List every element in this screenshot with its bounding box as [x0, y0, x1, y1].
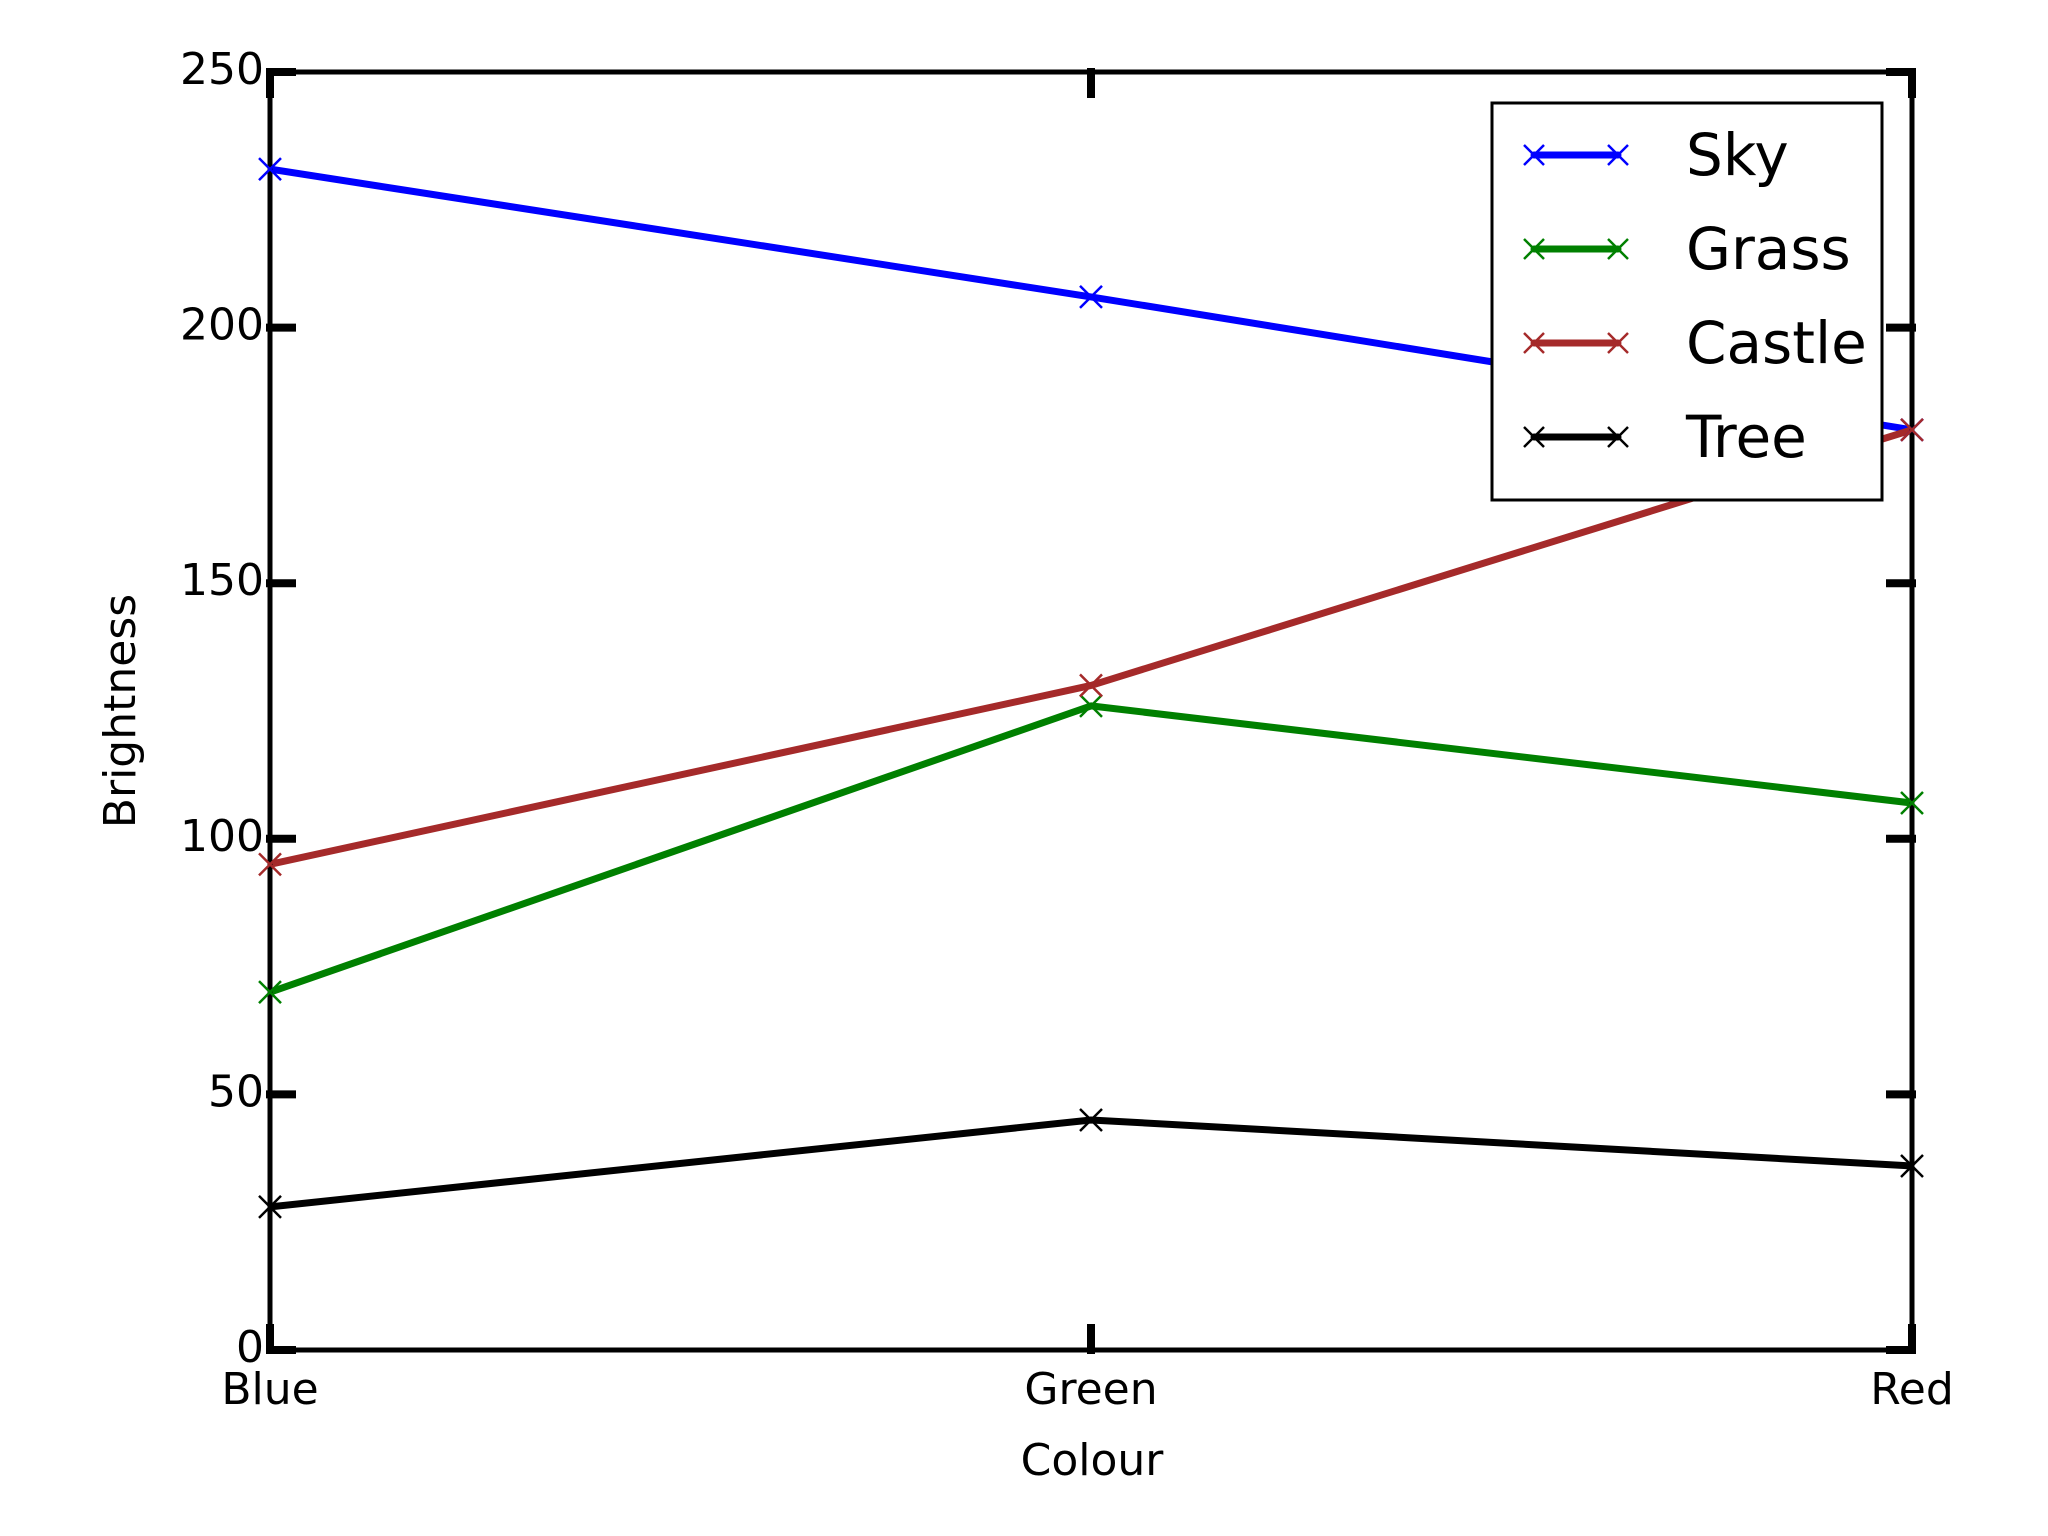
x-tick-label: Blue: [221, 1364, 318, 1415]
series-line-tree: [270, 1116, 1912, 1211]
y-axis-title: Brightness: [95, 594, 146, 828]
data-point-grass: [1900, 791, 1924, 815]
data-point-grass: [258, 980, 282, 1005]
data-point-tree: [1900, 1154, 1924, 1178]
x-tick-label: Red: [1870, 1364, 1954, 1415]
legend-entry-tree: Tree: [1523, 403, 1807, 471]
axis-ticks: [266, 68, 1916, 1354]
x-axis-title: Colour: [1021, 1435, 1165, 1486]
marker-layer: [258, 157, 1924, 1219]
y-tick-label: 200: [180, 300, 264, 351]
legend-label: Sky: [1686, 121, 1789, 189]
data-point-sky: [1079, 285, 1103, 309]
data-point-sky: [258, 157, 282, 182]
data-point-castle: [1900, 417, 1924, 442]
legend: Sky Grass Castle Tree: [1490, 101, 1884, 502]
y-tick-label: 150: [180, 555, 264, 606]
legend-label: Grass: [1686, 215, 1851, 283]
data-point-castle: [258, 852, 282, 877]
legend-entry-castle: Castle: [1523, 309, 1867, 377]
legend-entry-sky: Sky: [1523, 121, 1789, 189]
legend-entry-grass: Grass: [1523, 215, 1851, 283]
data-point-grass: [1079, 694, 1103, 718]
data-point-tree: [1079, 1108, 1103, 1132]
series-line-grass: [270, 702, 1912, 996]
y-tick-label: 100: [180, 811, 264, 862]
y-tick-label: 50: [208, 1066, 264, 1117]
data-point-castle: [1079, 673, 1103, 698]
y-tick-label: 250: [180, 44, 264, 95]
x-tick-label: Green: [1024, 1364, 1157, 1415]
tick-labels: 0 50 100 150 200 250 Blue Green Red: [180, 44, 1954, 1415]
y-tick-label: 0: [236, 1322, 264, 1373]
data-point-tree: [258, 1194, 282, 1219]
legend-label: Castle: [1686, 309, 1867, 377]
legend-label: Tree: [1685, 403, 1807, 471]
